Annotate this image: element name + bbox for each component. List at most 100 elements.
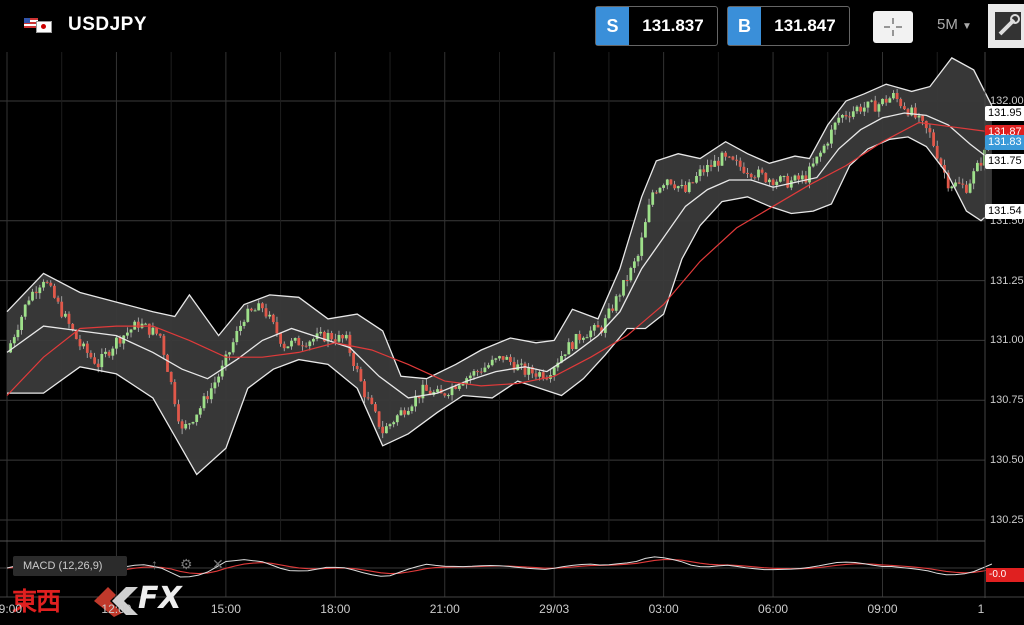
timeframe-select[interactable]: 5M ▼ [937,16,972,33]
gear-icon[interactable]: ⚙ [180,556,193,572]
candle-body [188,423,191,425]
candle-body [82,343,85,347]
candle-body [257,303,261,311]
candle-body [793,175,797,181]
candle-body [67,313,71,324]
crosshair-button[interactable] [873,11,913,43]
candle-body [913,107,917,118]
candle-body [250,308,253,311]
candle-body [191,422,195,424]
chart-grid [0,52,985,597]
candle-body [301,345,304,347]
candle-body [447,395,450,397]
candle-body [344,334,348,339]
candle-body [366,397,370,399]
candle-body [968,183,972,193]
time-tick-label: 09:00 [0,602,23,616]
candle-body [93,357,96,364]
candle-body [764,172,768,183]
chart-settings-button[interactable] [988,4,1024,48]
candle-body [312,338,315,342]
candle-body [903,106,906,110]
candle-body [454,386,458,389]
candle-body [49,282,53,286]
candle-body [487,365,490,368]
candle-body [954,182,957,187]
candle-body [45,281,49,283]
candle-body [38,287,42,294]
candle-body [917,115,921,118]
candle-body [85,343,89,353]
candle-body [837,117,841,123]
price-badge-white: 131.75 [985,153,1024,169]
candle-body [20,316,23,330]
candle-body [450,386,454,396]
candle-body [972,171,976,184]
price-tick-label: 130.75 [990,394,1024,407]
candle-body [31,291,34,301]
candle-body [676,186,680,189]
candle-body [498,356,501,359]
candle-body [115,337,118,349]
candle-body [848,116,852,118]
close-icon[interactable]: ✕ [212,556,224,572]
logo-fx-text: FX [138,581,182,616]
candle-body [753,177,757,179]
candle-body [691,182,695,184]
time-tick-label: 15:00 [210,602,241,616]
top-bar: USDJPY S 131.837 B 131.847 5M ▼ [0,0,1024,52]
candle-body [684,185,687,192]
candle-body [527,367,531,375]
candle-body [385,426,388,434]
macd-label[interactable]: MACD (12,26,9) [13,556,127,576]
candle-body [425,384,428,391]
candle-body [333,339,337,342]
brand-logo: 東西 FX [10,578,210,618]
candle-body [855,106,859,112]
candle-body [567,342,571,355]
candle-body [286,346,290,349]
candle-body [866,101,870,108]
candle-body [720,152,724,166]
candle-body [808,166,811,183]
price-badge-white: 131.54 [985,204,1024,220]
candle-body [862,107,866,112]
jp-flag-icon [36,21,52,33]
candle-body [946,172,950,189]
candle-body [395,415,399,423]
buy-button[interactable]: B 131.847 [727,6,850,46]
candle-body [111,348,115,356]
candle-body [348,334,352,353]
candle-body [253,310,257,312]
time-tick-label: 29/03 [539,602,570,616]
candlesticks [9,88,990,439]
candle-body [851,111,855,117]
sell-price: 131.837 [642,16,704,35]
candle-body [965,184,968,193]
candle-body [512,362,516,371]
candle-body [180,421,184,429]
candle-body [819,152,822,157]
symbol-title[interactable]: USDJPY [68,14,148,35]
candle-body [271,314,275,323]
candle-body [104,351,107,354]
candle-body [830,129,833,144]
macd-value: -0.0 [986,568,1024,582]
sell-button[interactable]: S 131.837 [595,6,718,46]
candle-body [636,255,640,262]
candle-body [136,321,140,328]
candle-body [71,323,75,330]
candle-body [640,237,644,256]
candle-body [760,169,764,173]
candle-body [716,160,720,166]
candle-body [381,426,385,434]
candle-body [724,152,727,157]
arrow-up-icon[interactable]: ↑ [151,556,158,572]
candle-body [304,345,308,347]
time-tick-label: 09:00 [867,602,898,616]
candle-body [468,375,472,379]
price-tick-label: 131.25 [990,274,1024,287]
candle-body [151,327,155,335]
moving-average-line [6,121,992,396]
